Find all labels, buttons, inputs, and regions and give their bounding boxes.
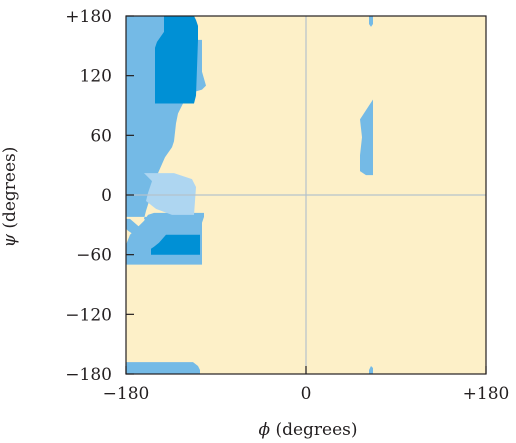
y-tick-label: +180: [65, 7, 112, 27]
x-tick-label: +180: [463, 384, 510, 404]
allowed-region-4: [369, 16, 373, 27]
y-tick-labels: +180 120 60 0 −60 −120 −180: [65, 7, 112, 385]
x-axis-unit: (degrees): [275, 420, 357, 440]
core-region-8: [146, 16, 198, 104]
y-tick-label: −180: [65, 365, 112, 385]
y-tick-label: −120: [65, 305, 112, 325]
x-axis-symbol: ϕ: [258, 420, 270, 440]
axis-ticks: [125, 15, 487, 375]
y-tick-label: 0: [101, 186, 112, 206]
x-tick-label: 0: [301, 384, 312, 404]
allowed-region-5: [369, 366, 373, 374]
x-tick-label: −180: [103, 384, 150, 404]
x-tick-labels: −180 0 +180: [103, 384, 510, 404]
allowed-region-3: [126, 362, 200, 374]
y-tick-label: 60: [90, 126, 112, 146]
bridge-region-7: [144, 173, 196, 215]
x-axis-label: ϕ (degrees): [258, 420, 357, 440]
y-axis-symbol: ψ: [0, 233, 20, 247]
y-axis-unit: (degrees): [0, 147, 20, 229]
reference-lines: [126, 16, 486, 374]
y-tick-label: −60: [76, 246, 112, 266]
core-region-9: [151, 234, 200, 255]
y-axis-label: ψ (degrees): [0, 147, 20, 248]
allowed-region-6: [360, 99, 373, 176]
y-tick-label: 120: [80, 67, 112, 87]
